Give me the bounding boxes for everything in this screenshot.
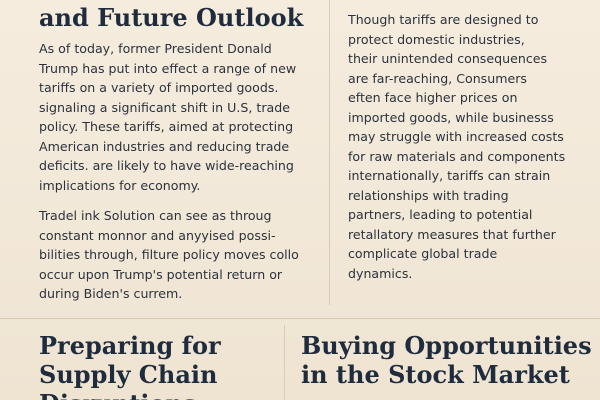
text-line: dynamics. [348,265,413,281]
section-heading-supply-chain: Preparing for Supply Chain Disruptions [39,331,221,400]
text-line: Tradel ink Solution can see as throug [39,208,272,223]
left-article-body: As of today, former President Donald Tru… [39,39,299,304]
text-line: relationships with trading [348,187,509,203]
text-line: their unintended consequences [348,51,548,66]
text-line: bilities through, filture policy moves c… [39,247,299,262]
section-heading-stock-market: Buying Opportunities in the Stock Market [301,331,592,389]
text-line: partners, leading to potential [348,207,533,222]
paragraph-tradelink-solution: Tradel ink Solution can see as throug co… [39,206,299,304]
heading-line: Disruptions [39,389,221,400]
text-line: implications for economy. [39,177,201,193]
text-line: for raw materials and components [348,148,566,164]
heading-line: Supply Chain [39,360,218,389]
text-line: retallatory measures that further [348,226,556,242]
heading-line: in the Stock Market [301,360,570,389]
text-line: complicate global trade [348,246,498,261]
text-line: Though tariffs are designed to [348,12,539,27]
text-line: American industries and reducing trade [39,138,290,154]
paragraph-tariff-consequences: Though tariffs are designed to protect d… [348,10,565,283]
text-line: As of today, former President Donald [39,41,272,56]
text-line: policy. These tariffs, aimed at protecti… [39,119,294,134]
text-line: eften face higher prices on [348,90,518,105]
text-line: are far-reaching, Consumers [348,70,527,86]
text-line: signaling a significant shift in U.S, tr… [39,99,290,115]
heading-line: Preparing for [39,331,221,360]
text-line: may struggle with increased costs [348,129,564,144]
right-article-body: Though tariffs are designed to protect d… [348,10,565,283]
text-line: internationally, tariffs can strain [348,168,551,183]
text-line: protect domestic industries, [348,31,525,47]
column-divider-bottom [284,325,285,400]
heading-line: and Future Outlook [39,3,304,32]
heading-line: Buying Opportunities [301,331,592,360]
section-divider [0,318,600,319]
text-line: occur upon Trump's potential return or [39,266,283,282]
text-line: Trump has put into effect a range of new [39,60,297,76]
text-line: constant monnor and anyyised possi- [39,227,276,243]
section-heading-future-outlook: and Future Outlook [39,3,303,32]
text-line: deficits. are likely to have wide-reachi… [39,158,294,173]
text-line: tariffs on a variety of imported goods. [39,80,279,95]
column-divider [329,0,330,305]
paragraph-tariffs-overview: As of today, former President Donald Tru… [39,39,299,195]
text-line: during Biden's currem. [39,286,183,301]
text-line: imported goods, while businesss [348,109,554,125]
